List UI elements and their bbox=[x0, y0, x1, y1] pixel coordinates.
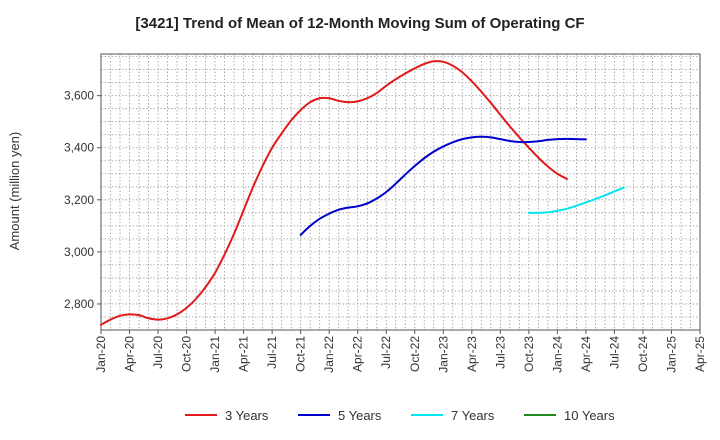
y-tick-label: 3,000 bbox=[64, 245, 94, 259]
x-tick-label: Oct-21 bbox=[294, 336, 308, 372]
legend-label-5-years: 5 Years bbox=[338, 408, 382, 423]
x-tick-label: Jul-24 bbox=[607, 336, 621, 369]
x-tick-label: Jan-25 bbox=[664, 336, 678, 373]
legend-label-3-years: 3 Years bbox=[225, 408, 269, 423]
x-tick-label: Jul-20 bbox=[151, 336, 165, 369]
x-tick-label: Jan-21 bbox=[208, 336, 222, 373]
x-tick-label: Oct-23 bbox=[522, 336, 536, 372]
x-tick-label: Oct-22 bbox=[408, 336, 422, 372]
x-tick-label: Apr-21 bbox=[237, 336, 251, 372]
x-tick-label: Jan-24 bbox=[550, 336, 564, 373]
x-tick-label: Apr-23 bbox=[465, 336, 479, 372]
x-tick-label: Jan-22 bbox=[322, 336, 336, 373]
x-tick-label: Apr-24 bbox=[579, 336, 593, 372]
legend-label-7-years: 7 Years bbox=[451, 408, 495, 423]
x-tick-label: Apr-20 bbox=[123, 336, 137, 372]
legend-label-10-years: 10 Years bbox=[564, 408, 615, 423]
x-tick-label: Oct-20 bbox=[180, 336, 194, 372]
plot-background bbox=[101, 54, 700, 330]
x-tick-label: Jul-21 bbox=[265, 336, 279, 369]
y-tick-label: 3,200 bbox=[64, 193, 94, 207]
x-tick-label: Oct-24 bbox=[636, 336, 650, 372]
x-tick-label: Apr-25 bbox=[693, 336, 707, 372]
x-tick-label: Jan-20 bbox=[94, 336, 108, 373]
plot-area: 2,800 3,000 3,200 3,400 3,600 Jan-20 Apr-20 Jul… bbox=[64, 53, 707, 373]
series-line-3-years bbox=[100, 60, 568, 326]
series-line-5-years bbox=[299, 135, 587, 236]
legend: 3 Years 5 Years 7 Years 10 Years bbox=[185, 408, 615, 423]
x-tick-label: Jul-22 bbox=[379, 336, 393, 369]
y-tick-label: 3,400 bbox=[64, 141, 94, 155]
chart-title: [3421] Trend of Mean of 12-Month Moving … bbox=[135, 15, 584, 32]
y-tick-label: 2,800 bbox=[64, 297, 94, 311]
series-line-7-years bbox=[527, 186, 625, 214]
plot-frame bbox=[100, 53, 701, 331]
y-tick-label: 3,600 bbox=[64, 89, 94, 103]
x-tick-label: Jan-23 bbox=[436, 336, 450, 373]
y-axis-label: Amount (million yen) bbox=[7, 132, 22, 251]
x-tick-label: Apr-22 bbox=[351, 336, 365, 372]
x-tick-label: Jul-23 bbox=[493, 336, 507, 369]
